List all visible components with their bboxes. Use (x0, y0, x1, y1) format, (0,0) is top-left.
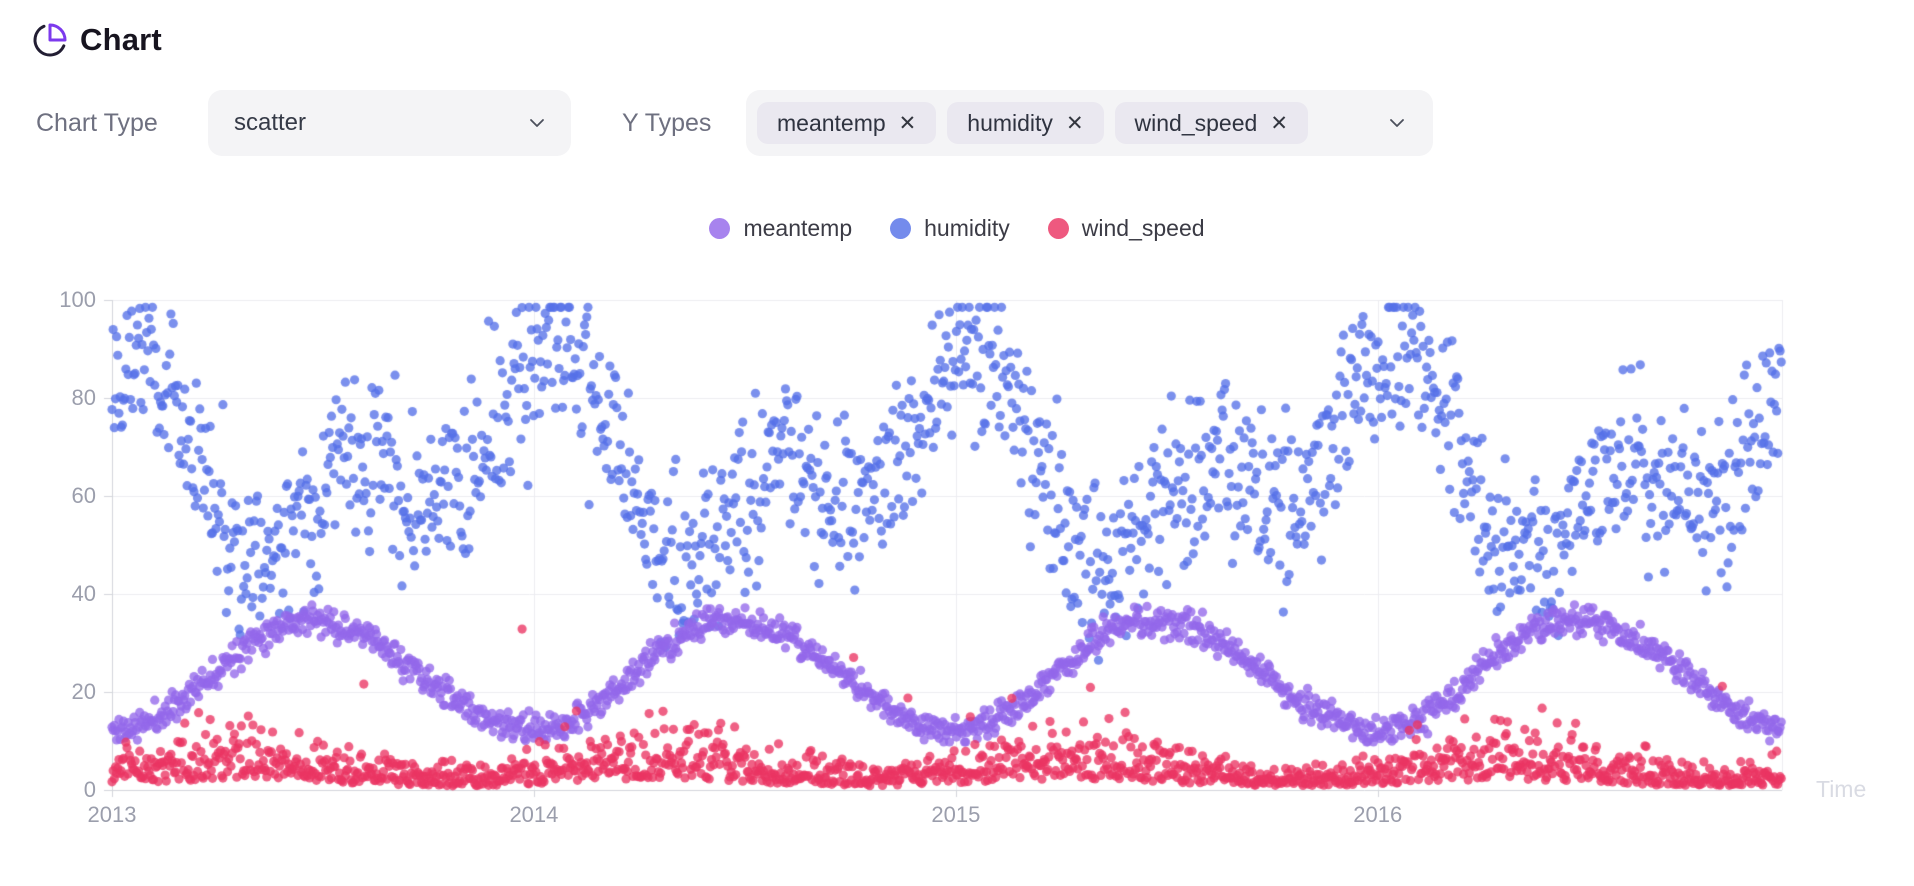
y-axis-tick-label: 100 (59, 287, 96, 312)
x-axis-tick-label: 2013 (87, 802, 137, 827)
y-axis-tick-label: 40 (71, 581, 96, 606)
y-axis-tick-label: 80 (71, 385, 96, 410)
y-axis-tick-label: 0 (83, 777, 96, 802)
x-axis-tick-label: 2014 (509, 802, 559, 827)
x-axis-tick-label: 2016 (1353, 802, 1403, 827)
y-axis-tick-label: 20 (71, 679, 96, 704)
x-axis-tick-label: 2015 (931, 802, 981, 827)
y-axis-tick-label: 60 (71, 483, 96, 508)
x-axis-name: Time (1816, 776, 1867, 802)
